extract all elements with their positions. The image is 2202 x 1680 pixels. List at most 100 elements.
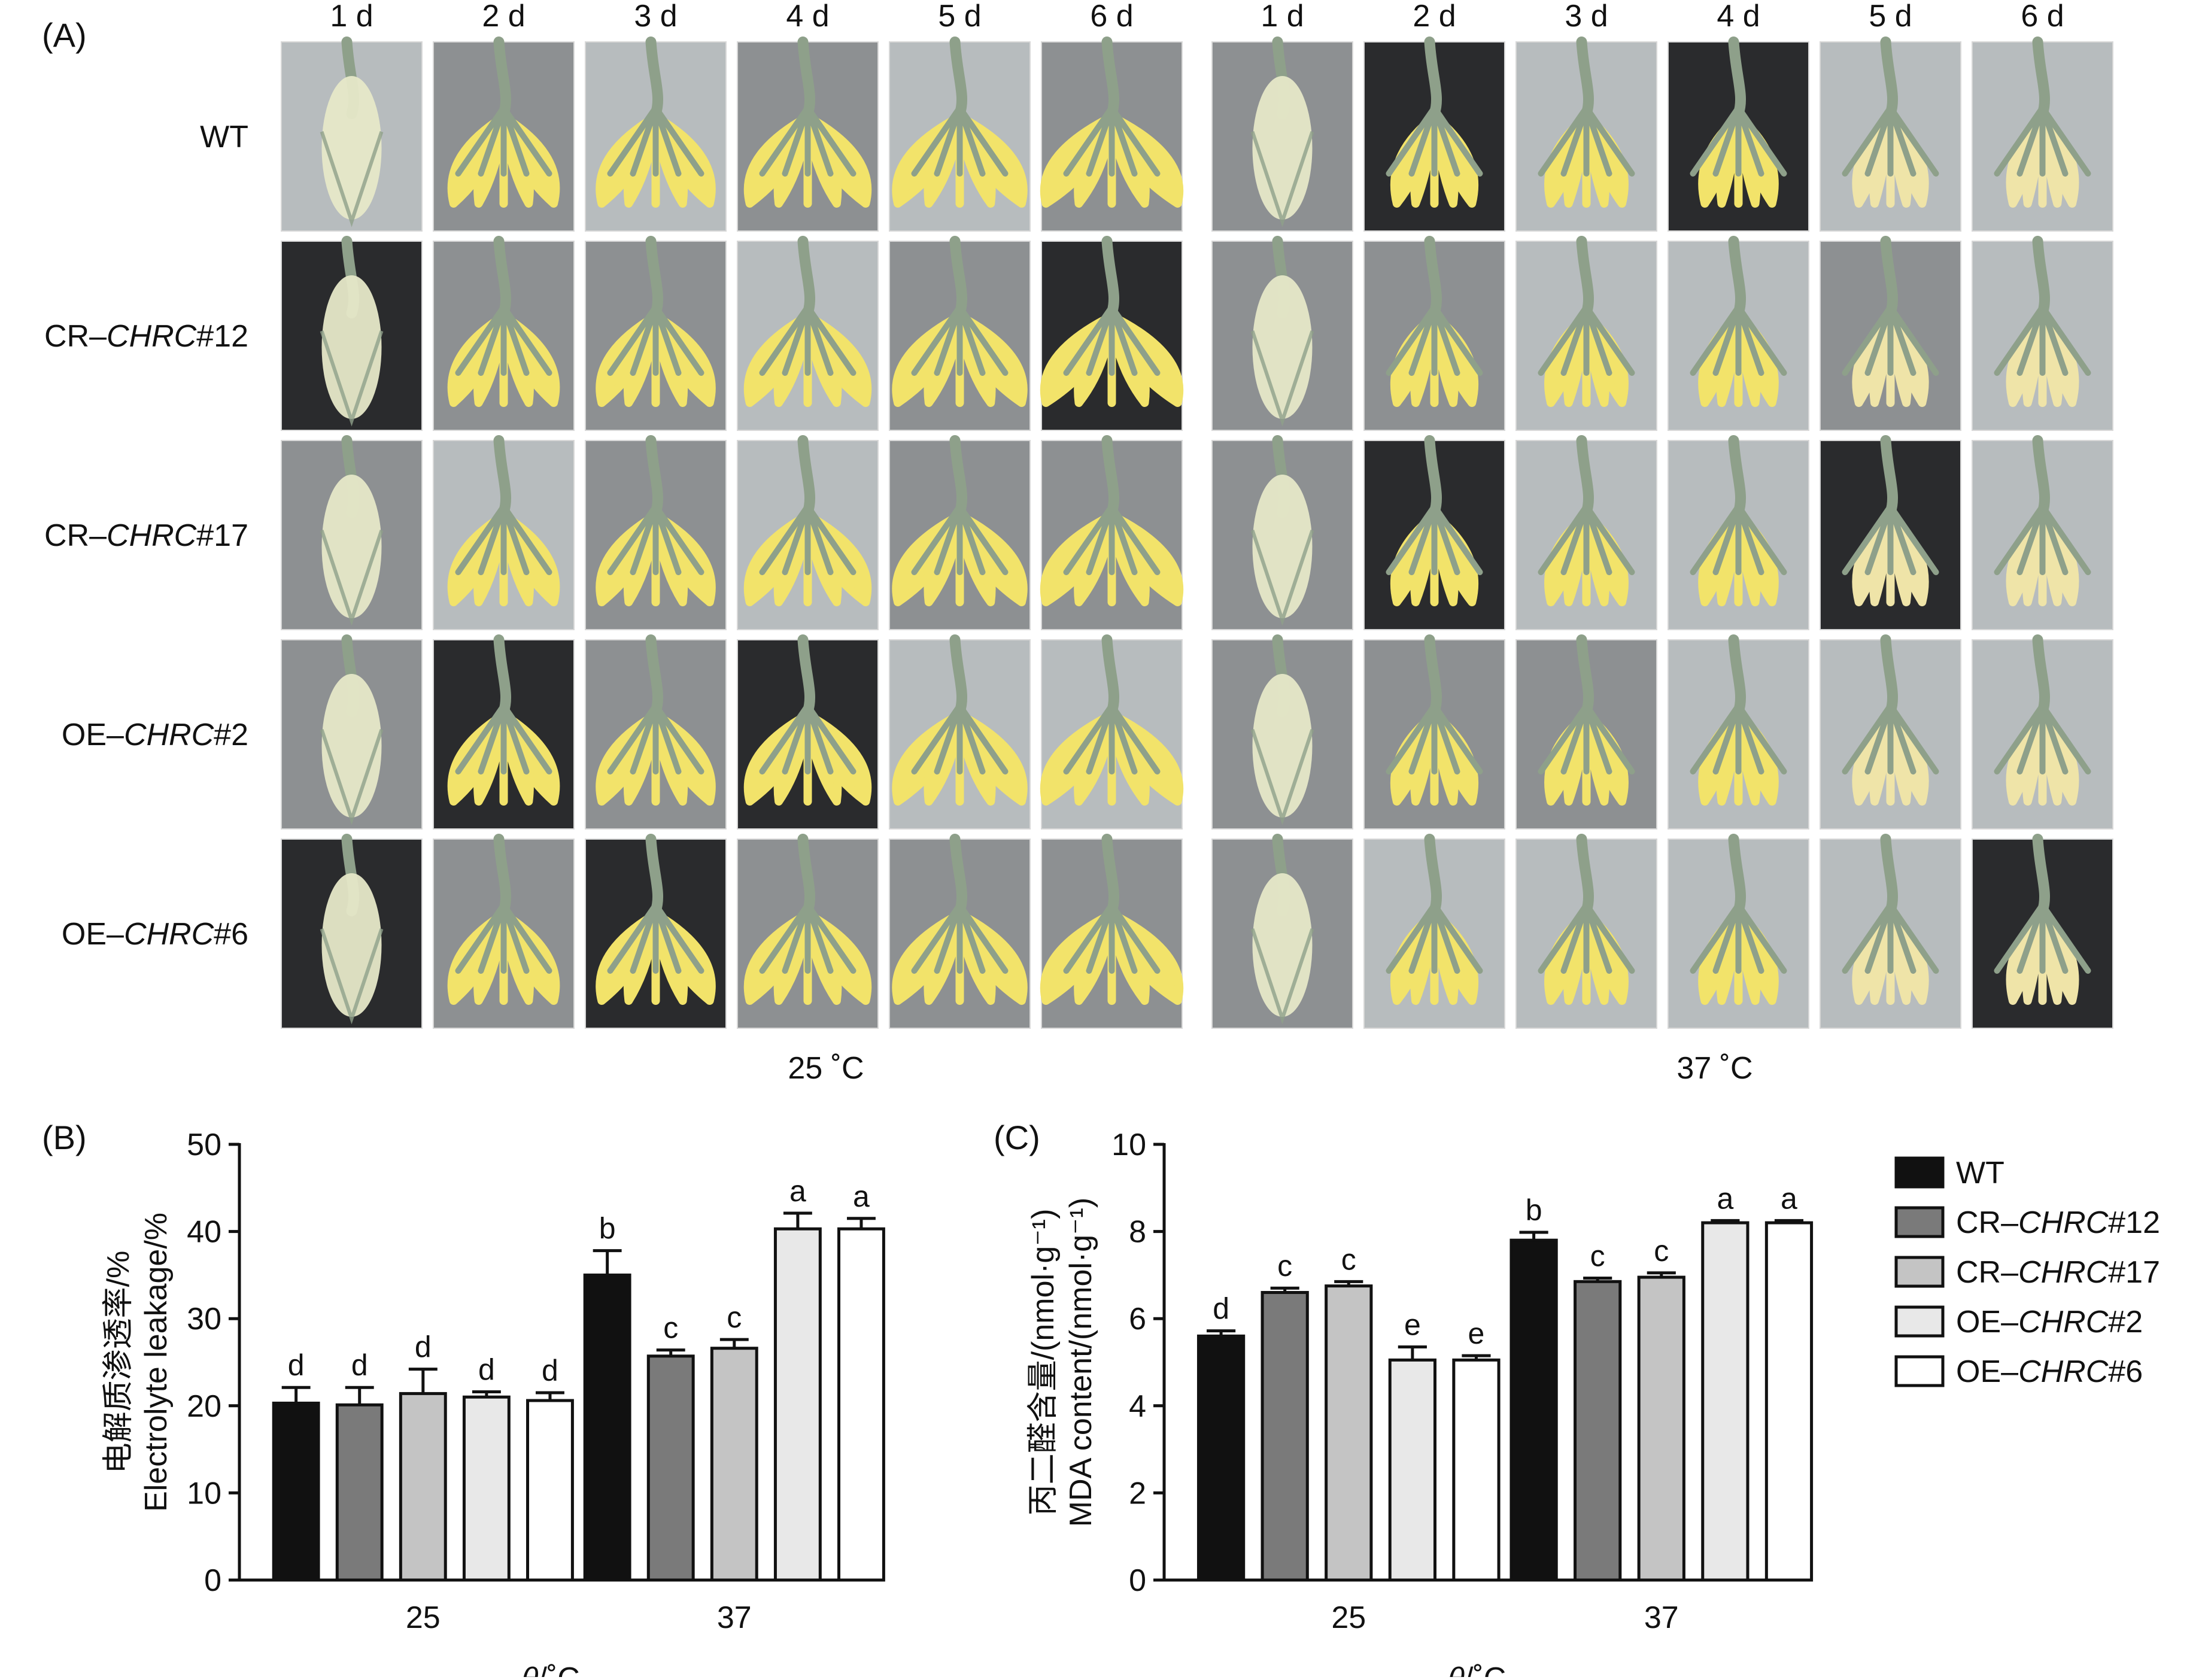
x-tick-label: 37 xyxy=(717,1600,752,1635)
bar-WT-25 xyxy=(1196,1334,1246,1582)
day-header-37-2: 2 d xyxy=(1413,0,1456,34)
panel-c-label: (C) xyxy=(994,1119,1040,1156)
bar-OE–CHRC#2-25 xyxy=(1388,1358,1436,1582)
flower-photo xyxy=(433,37,575,232)
y-tick-label: 0 xyxy=(1129,1563,1146,1598)
flower-photo xyxy=(1820,634,1961,830)
flower-photo xyxy=(585,37,727,232)
flower-photo xyxy=(889,634,1031,830)
flower-photo xyxy=(737,236,879,431)
legend-label-4: OE–CHRC#2 xyxy=(1956,1305,2143,1339)
row-label-1: WT xyxy=(200,120,248,154)
day-header-25-5: 5 d xyxy=(938,0,981,34)
flower-photo xyxy=(433,435,575,630)
legend-swatch xyxy=(1894,1256,1945,1288)
y-tick-label: 8 xyxy=(1129,1215,1146,1250)
condition-label-25: 25 ˚C xyxy=(788,1051,864,1086)
bar-CR–CHRC#17-25 xyxy=(1325,1284,1373,1582)
legend-label-2: CR–CHRC#12 xyxy=(1956,1205,2160,1240)
flower-photo xyxy=(889,236,1031,431)
flower-photo xyxy=(585,236,727,431)
y-tick-label: 20 xyxy=(187,1389,221,1424)
flower-photo xyxy=(1211,435,1353,630)
flower-photo xyxy=(1363,236,1505,431)
flower-photo xyxy=(1211,236,1353,431)
flower-photo xyxy=(1972,834,2113,1029)
bar-OE–CHRC#6-25 xyxy=(526,1399,574,1582)
flower-photo xyxy=(1363,834,1505,1029)
bar-OE–CHRC#2-37 xyxy=(773,1227,822,1582)
day-header-37-3: 3 d xyxy=(1565,0,1608,34)
row-label-3: CR–CHRC#17 xyxy=(44,518,248,553)
flower-photo xyxy=(1515,634,1657,830)
bar-CR–CHRC#12-25 xyxy=(335,1403,384,1582)
significance-letter: e xyxy=(1404,1308,1421,1342)
day-header-37-6: 6 d xyxy=(2021,0,2064,34)
legend: WT CR–CHRC#12 CR–CHRC#17 OE–CHRC#2 OE–CHRC#6 xyxy=(1894,1156,2160,1389)
y-axis-title-cn: 丙二醛含量/(nmol·g⁻¹) xyxy=(1026,1209,1061,1516)
significance-letter: c xyxy=(663,1311,678,1345)
flower-photo xyxy=(281,37,423,232)
flower-photo xyxy=(585,634,727,830)
significance-letter: c xyxy=(727,1301,742,1334)
flower-photo xyxy=(889,435,1031,630)
significance-letter: d xyxy=(1213,1292,1229,1326)
y-axis-title-en: MDA content/(nmol·g⁻¹) xyxy=(1064,1198,1098,1527)
bar-CR–CHRC#17-25 xyxy=(399,1392,447,1582)
flower-photo xyxy=(433,634,575,830)
panel-b-label: (B) xyxy=(42,1119,87,1156)
bar-CR–CHRC#12-37 xyxy=(646,1354,695,1582)
legend-label-5: OE–CHRC#6 xyxy=(1956,1354,2143,1389)
day-header-37-5: 5 d xyxy=(1869,0,1912,34)
genotype-row-labels: WT CR–CHRC#12 CR–CHRC#17 OE–CHRC#2 OE–CHRC#6 xyxy=(44,120,248,952)
day-header-25-3: 3 d xyxy=(634,0,677,34)
y-tick-label: 6 xyxy=(1129,1302,1146,1336)
flower-photo xyxy=(1668,834,1809,1029)
y-axis-title-en: Electrolyte leakage/% xyxy=(139,1213,174,1512)
y-tick-label: 4 xyxy=(1129,1389,1146,1424)
bar-WT-37 xyxy=(1509,1238,1558,1582)
day-headers: 1 d 2 d 3 d 4 d 5 d 6 d 1 d 2 d 3 d 4 d 5 d 6 d xyxy=(330,0,2064,34)
significance-letter: d xyxy=(478,1353,495,1387)
flower-photo xyxy=(1040,435,1184,630)
flower-photo xyxy=(585,834,727,1029)
significance-letter: c xyxy=(1341,1242,1356,1276)
significance-letter: a xyxy=(1717,1181,1733,1215)
legend-label-1: WT xyxy=(1956,1156,2004,1190)
flower-photo xyxy=(1515,37,1657,232)
x-axis-title: θ/˚C xyxy=(521,1661,580,1677)
bar-OE–CHRC#2-37 xyxy=(1701,1221,1750,1582)
flower-photo xyxy=(1363,37,1505,232)
y-tick-label: 2 xyxy=(1129,1476,1146,1511)
row-label-2: CR–CHRC#12 xyxy=(44,319,248,354)
flower-photo xyxy=(585,435,727,630)
flower-photo-grid xyxy=(281,37,2113,1029)
y-tick-label: 30 xyxy=(187,1302,221,1336)
flower-photo xyxy=(433,236,575,431)
legend-swatch xyxy=(1894,1156,1945,1189)
significance-letter: c xyxy=(1654,1234,1669,1268)
flower-photo xyxy=(1515,236,1657,431)
y-tick-label: 40 xyxy=(187,1215,221,1250)
flower-photo xyxy=(1515,834,1657,1029)
significance-letter: a xyxy=(853,1180,870,1213)
y-tick-label: 0 xyxy=(204,1563,221,1598)
y-tick-label: 50 xyxy=(187,1128,221,1162)
day-header-25-2: 2 d xyxy=(482,0,525,34)
bar-WT-25 xyxy=(272,1401,320,1582)
legend-swatch xyxy=(1894,1206,1945,1238)
bar-CR–CHRC#17-37 xyxy=(710,1347,758,1582)
day-header-25-6: 6 d xyxy=(1090,0,1133,34)
flower-photo xyxy=(1668,435,1809,630)
x-tick-label: 25 xyxy=(1331,1600,1366,1635)
flower-photo xyxy=(1363,435,1505,630)
mda-content-chart: 0 2 4 6 8 10 丙二醛含量/(nmol·g⁻¹) MDA content/(nmol… xyxy=(1026,1128,1814,1680)
flower-photo xyxy=(1040,236,1184,431)
significance-letter: d xyxy=(288,1348,305,1382)
flower-photo xyxy=(281,236,423,431)
significance-letter: b xyxy=(1526,1193,1542,1227)
bar-CR–CHRC#12-25 xyxy=(1261,1291,1309,1582)
flower-photo xyxy=(737,834,879,1029)
condition-label-37: 37 ˚C xyxy=(1676,1051,1753,1086)
flower-photo xyxy=(1211,834,1353,1029)
